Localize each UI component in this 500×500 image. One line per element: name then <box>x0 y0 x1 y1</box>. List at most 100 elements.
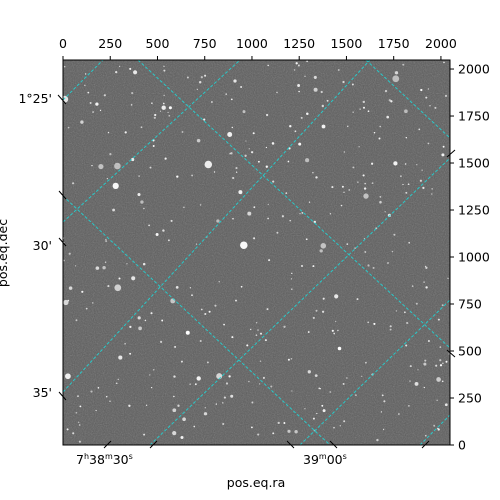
star <box>196 376 201 381</box>
star <box>63 259 65 262</box>
star <box>140 126 143 129</box>
star <box>436 377 441 382</box>
star <box>342 382 345 385</box>
star <box>329 213 332 215</box>
star <box>357 181 359 183</box>
sky-image <box>63 60 450 445</box>
star <box>291 390 293 392</box>
star <box>75 412 78 414</box>
star <box>170 298 176 304</box>
star <box>439 359 442 362</box>
star <box>163 69 166 72</box>
star <box>308 201 311 203</box>
star <box>433 424 436 427</box>
star <box>376 438 379 442</box>
star <box>223 323 225 326</box>
star <box>99 109 102 112</box>
star <box>63 299 69 306</box>
star <box>240 86 243 88</box>
star <box>68 286 73 290</box>
star <box>283 325 286 328</box>
star <box>131 157 135 162</box>
star <box>198 80 202 84</box>
star <box>118 65 121 67</box>
star <box>79 405 82 408</box>
star <box>189 383 191 385</box>
star <box>235 167 238 170</box>
star <box>259 332 263 335</box>
star <box>129 67 132 70</box>
x-tick-label: 1500 <box>331 36 363 51</box>
star <box>240 285 243 288</box>
x-tick-label: 750 <box>193 36 217 51</box>
star <box>298 142 302 146</box>
star <box>152 368 155 371</box>
star <box>419 179 423 182</box>
star <box>248 380 250 383</box>
star <box>246 344 249 347</box>
star <box>389 328 392 331</box>
star <box>270 385 273 388</box>
star <box>199 204 202 206</box>
star <box>379 125 381 128</box>
star <box>329 391 332 393</box>
star <box>442 362 444 365</box>
star <box>80 120 84 124</box>
y-tick-label: 500 <box>458 344 482 359</box>
star <box>242 110 246 114</box>
star <box>222 402 224 404</box>
star <box>346 377 348 379</box>
star <box>199 339 202 343</box>
coordinate-grid <box>63 60 450 445</box>
star <box>373 132 376 134</box>
star <box>160 340 163 343</box>
star <box>180 435 184 440</box>
star <box>195 243 198 245</box>
star <box>78 421 80 423</box>
star <box>382 428 385 431</box>
star <box>411 285 414 287</box>
star <box>304 408 306 410</box>
star <box>339 425 341 427</box>
star <box>183 206 185 209</box>
star <box>130 104 133 106</box>
star <box>418 128 421 131</box>
star <box>223 396 226 399</box>
star <box>66 428 69 431</box>
star <box>379 195 382 198</box>
dec-tick-label: 35' <box>33 385 52 400</box>
star <box>67 299 70 302</box>
star <box>84 84 86 87</box>
star <box>406 321 409 325</box>
star <box>424 265 427 268</box>
star <box>118 277 121 280</box>
star-field <box>63 60 450 443</box>
star <box>229 152 231 155</box>
star <box>196 138 201 143</box>
star <box>394 71 399 75</box>
star <box>92 302 94 304</box>
star <box>429 105 431 107</box>
star <box>231 336 234 339</box>
star <box>424 434 427 437</box>
star <box>215 403 217 405</box>
star <box>297 64 300 67</box>
star <box>417 369 419 371</box>
star <box>247 211 252 216</box>
star <box>218 281 220 283</box>
star <box>203 412 208 416</box>
star <box>321 310 325 313</box>
star <box>316 412 318 415</box>
star <box>363 187 367 190</box>
star <box>425 266 428 269</box>
star <box>293 69 296 71</box>
star <box>211 101 213 103</box>
star <box>257 433 260 436</box>
star <box>373 322 376 325</box>
star <box>68 252 71 255</box>
star <box>340 204 343 207</box>
star <box>393 233 396 236</box>
star <box>331 329 334 332</box>
pixel-x-axis-top: 0 250 500 750 1000 1250 1500 1750 2000 <box>59 36 457 60</box>
